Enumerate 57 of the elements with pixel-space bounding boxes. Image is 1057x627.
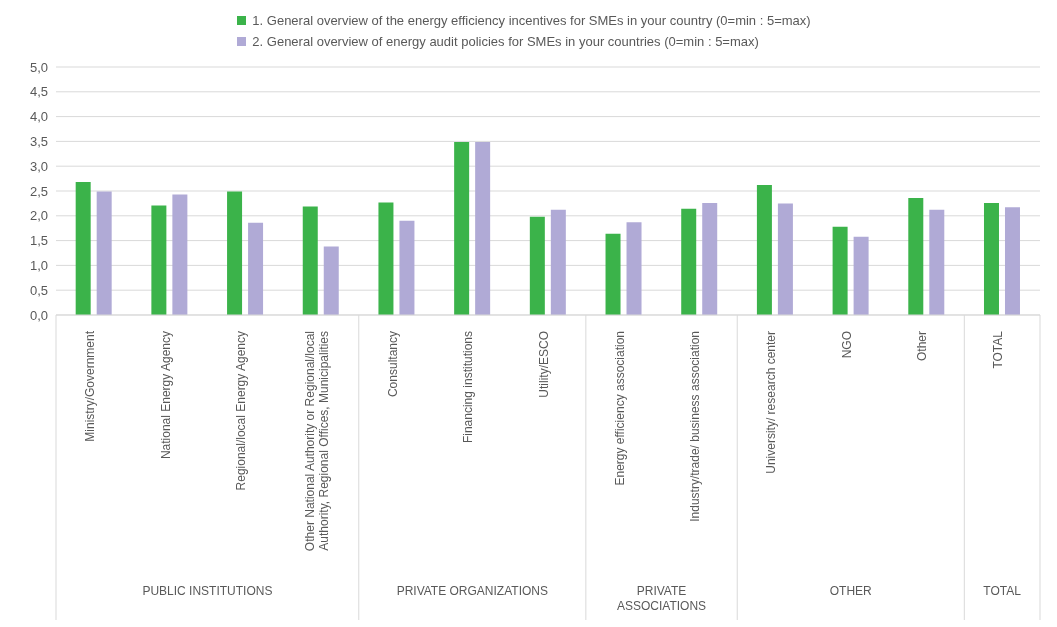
x-tick-label: NGO (839, 331, 854, 359)
bar (605, 233, 621, 315)
text: PRIVATE ORGANIZATIONS (396, 584, 548, 598)
bar (151, 205, 167, 315)
bar (96, 191, 112, 315)
bar (399, 220, 415, 315)
x-tick-label: Other (915, 331, 930, 362)
x-tick-label: National Energy Agency (158, 331, 173, 460)
bar (908, 197, 924, 315)
bar (702, 202, 718, 315)
bar (853, 236, 869, 315)
text: PRIVATE ASSOCIATIONS (616, 584, 707, 613)
y-tick-label: 1,5 (29, 233, 48, 249)
y-tick-label: 4,5 (29, 84, 48, 100)
bar (929, 209, 945, 315)
x-tick-label: Financing institutions (461, 331, 476, 444)
y-tick-label: 0,0 (29, 307, 48, 323)
text: PUBLIC INSTITUTIONS (142, 584, 273, 598)
bar (681, 208, 697, 315)
text: OTHER (829, 584, 873, 598)
bar (248, 222, 264, 315)
bar (1004, 207, 1020, 315)
bar (172, 194, 188, 315)
legend-label: 2. General overview of energy audit policies for SMEs in your countries (0=min : 5=max) (252, 34, 759, 49)
y-tick-label: 2,0 (29, 208, 48, 224)
y-tick-label: 0,5 (29, 282, 48, 298)
bar (323, 246, 339, 315)
bar (454, 141, 470, 315)
bar (626, 222, 642, 315)
y-tick-label: 3,0 (29, 158, 48, 174)
text: TOTAL (983, 584, 1022, 598)
y-tick-label: 5,0 (29, 59, 48, 75)
bar (550, 209, 566, 315)
x-tick-label: Consultancy (385, 331, 400, 398)
y-tick-label: 3,5 (29, 134, 48, 150)
x-tick-label: Regional/local Energy Agency (234, 331, 249, 491)
bar (378, 202, 394, 315)
bar (475, 141, 491, 315)
bar (529, 216, 545, 315)
x-tick-label: Industry/trade/ business association (688, 331, 703, 522)
y-tick-label: 2,5 (29, 183, 48, 199)
bar (832, 226, 848, 315)
x-tick-label: Energy efficiency association (612, 331, 627, 486)
bar (227, 191, 243, 315)
x-tick-label: Other National Authority or Regional/local Authority, Regional Offices, Municipalities (302, 331, 331, 552)
x-tick-label: University/ research center (764, 331, 779, 474)
bar (75, 182, 91, 315)
y-tick-label: 1,0 (29, 258, 48, 274)
x-tick-label: Ministry/Government (82, 330, 97, 442)
bar (756, 185, 772, 315)
x-tick-label: TOTAL (991, 330, 1006, 369)
bar (983, 202, 999, 315)
x-tick-label: Utility/ESCO (537, 331, 551, 398)
y-tick-label: 4,0 (29, 109, 48, 125)
legend-label: 1. General overview of the energy efficiency incentives for SMEs in your country (0=min : 5=max) (252, 13, 811, 28)
bar (302, 206, 318, 315)
bar (777, 203, 793, 315)
